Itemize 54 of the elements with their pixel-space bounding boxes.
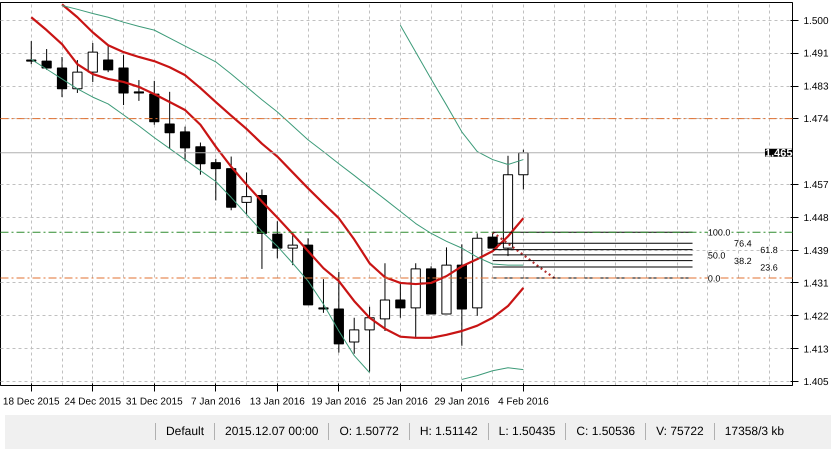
candlestick	[210, 158, 221, 201]
candlestick	[241, 172, 252, 215]
series-label: 0.0	[708, 274, 720, 284]
candlestick	[349, 317, 360, 354]
line-series	[492, 231, 556, 280]
y-tick-label: 1.448	[804, 212, 829, 224]
text: 2015.12.07 00:00	[214, 423, 328, 440]
x-tick-label: 24 Dec 2015	[64, 396, 122, 408]
legend-label: 61.8	[760, 245, 778, 256]
candlestick	[395, 284, 406, 318]
text: 76.4	[734, 238, 752, 249]
series-label: 50.0	[708, 250, 726, 260]
y-tick-label: 1.422	[804, 311, 829, 322]
candlestick	[380, 262, 390, 332]
candlestick	[195, 142, 206, 176]
x-tick-label: 13 Jan 2016	[250, 396, 306, 408]
x-tick-label: 7 Jan 2016	[191, 396, 241, 408]
y-tick-label: 1.474	[804, 114, 829, 126]
y-tick-label: 1.457	[804, 180, 829, 192]
text: L: 1.50435	[488, 423, 566, 440]
candlestick	[180, 126, 190, 162]
line-series	[30, 16, 524, 339]
candlestick	[72, 60, 83, 94]
text: 17358/3 kb	[714, 423, 794, 440]
candlestick	[42, 48, 52, 70]
candlestick	[88, 42, 98, 82]
y-tick-label: 1.405	[804, 377, 829, 388]
text: O: 1.50772	[328, 423, 409, 440]
x-tick-label: 19 Jan 2016	[311, 396, 367, 408]
candlestick	[164, 91, 175, 150]
y-tick-label: 1.413	[804, 344, 829, 356]
x-tick-label: 31 Dec 2015	[126, 396, 184, 408]
ref-line-label: 1.465	[764, 148, 793, 160]
candlestick	[56, 56, 68, 98]
x-tick-label: 25 Jan 2016	[372, 396, 428, 408]
y-tick-label: 1.500	[804, 16, 829, 27]
x-tick-label: 29 Jan 2016	[434, 396, 490, 408]
candlestick	[272, 220, 282, 259]
text: C: 1.50536	[565, 423, 646, 440]
text: 23.6	[760, 262, 778, 273]
series-label: 100.0	[708, 228, 730, 238]
text: 38.2	[734, 256, 752, 266]
x-tick-label: 18 Dec 2015	[2, 396, 60, 408]
y-tick-label: 1.439	[804, 246, 829, 257]
candlestick	[134, 80, 144, 102]
y-tick-label: 1.491	[804, 48, 829, 60]
x-tick-label: 4 Feb 2016	[498, 396, 550, 408]
y-tick-label: 1.431	[804, 278, 829, 290]
text: H: 1.51142	[408, 423, 488, 440]
text: V: 75722	[645, 423, 714, 440]
text: Default	[155, 423, 214, 440]
candlestick	[103, 44, 114, 73]
candlestick	[518, 149, 528, 190]
y-tick-label: 1.483	[804, 82, 829, 93]
